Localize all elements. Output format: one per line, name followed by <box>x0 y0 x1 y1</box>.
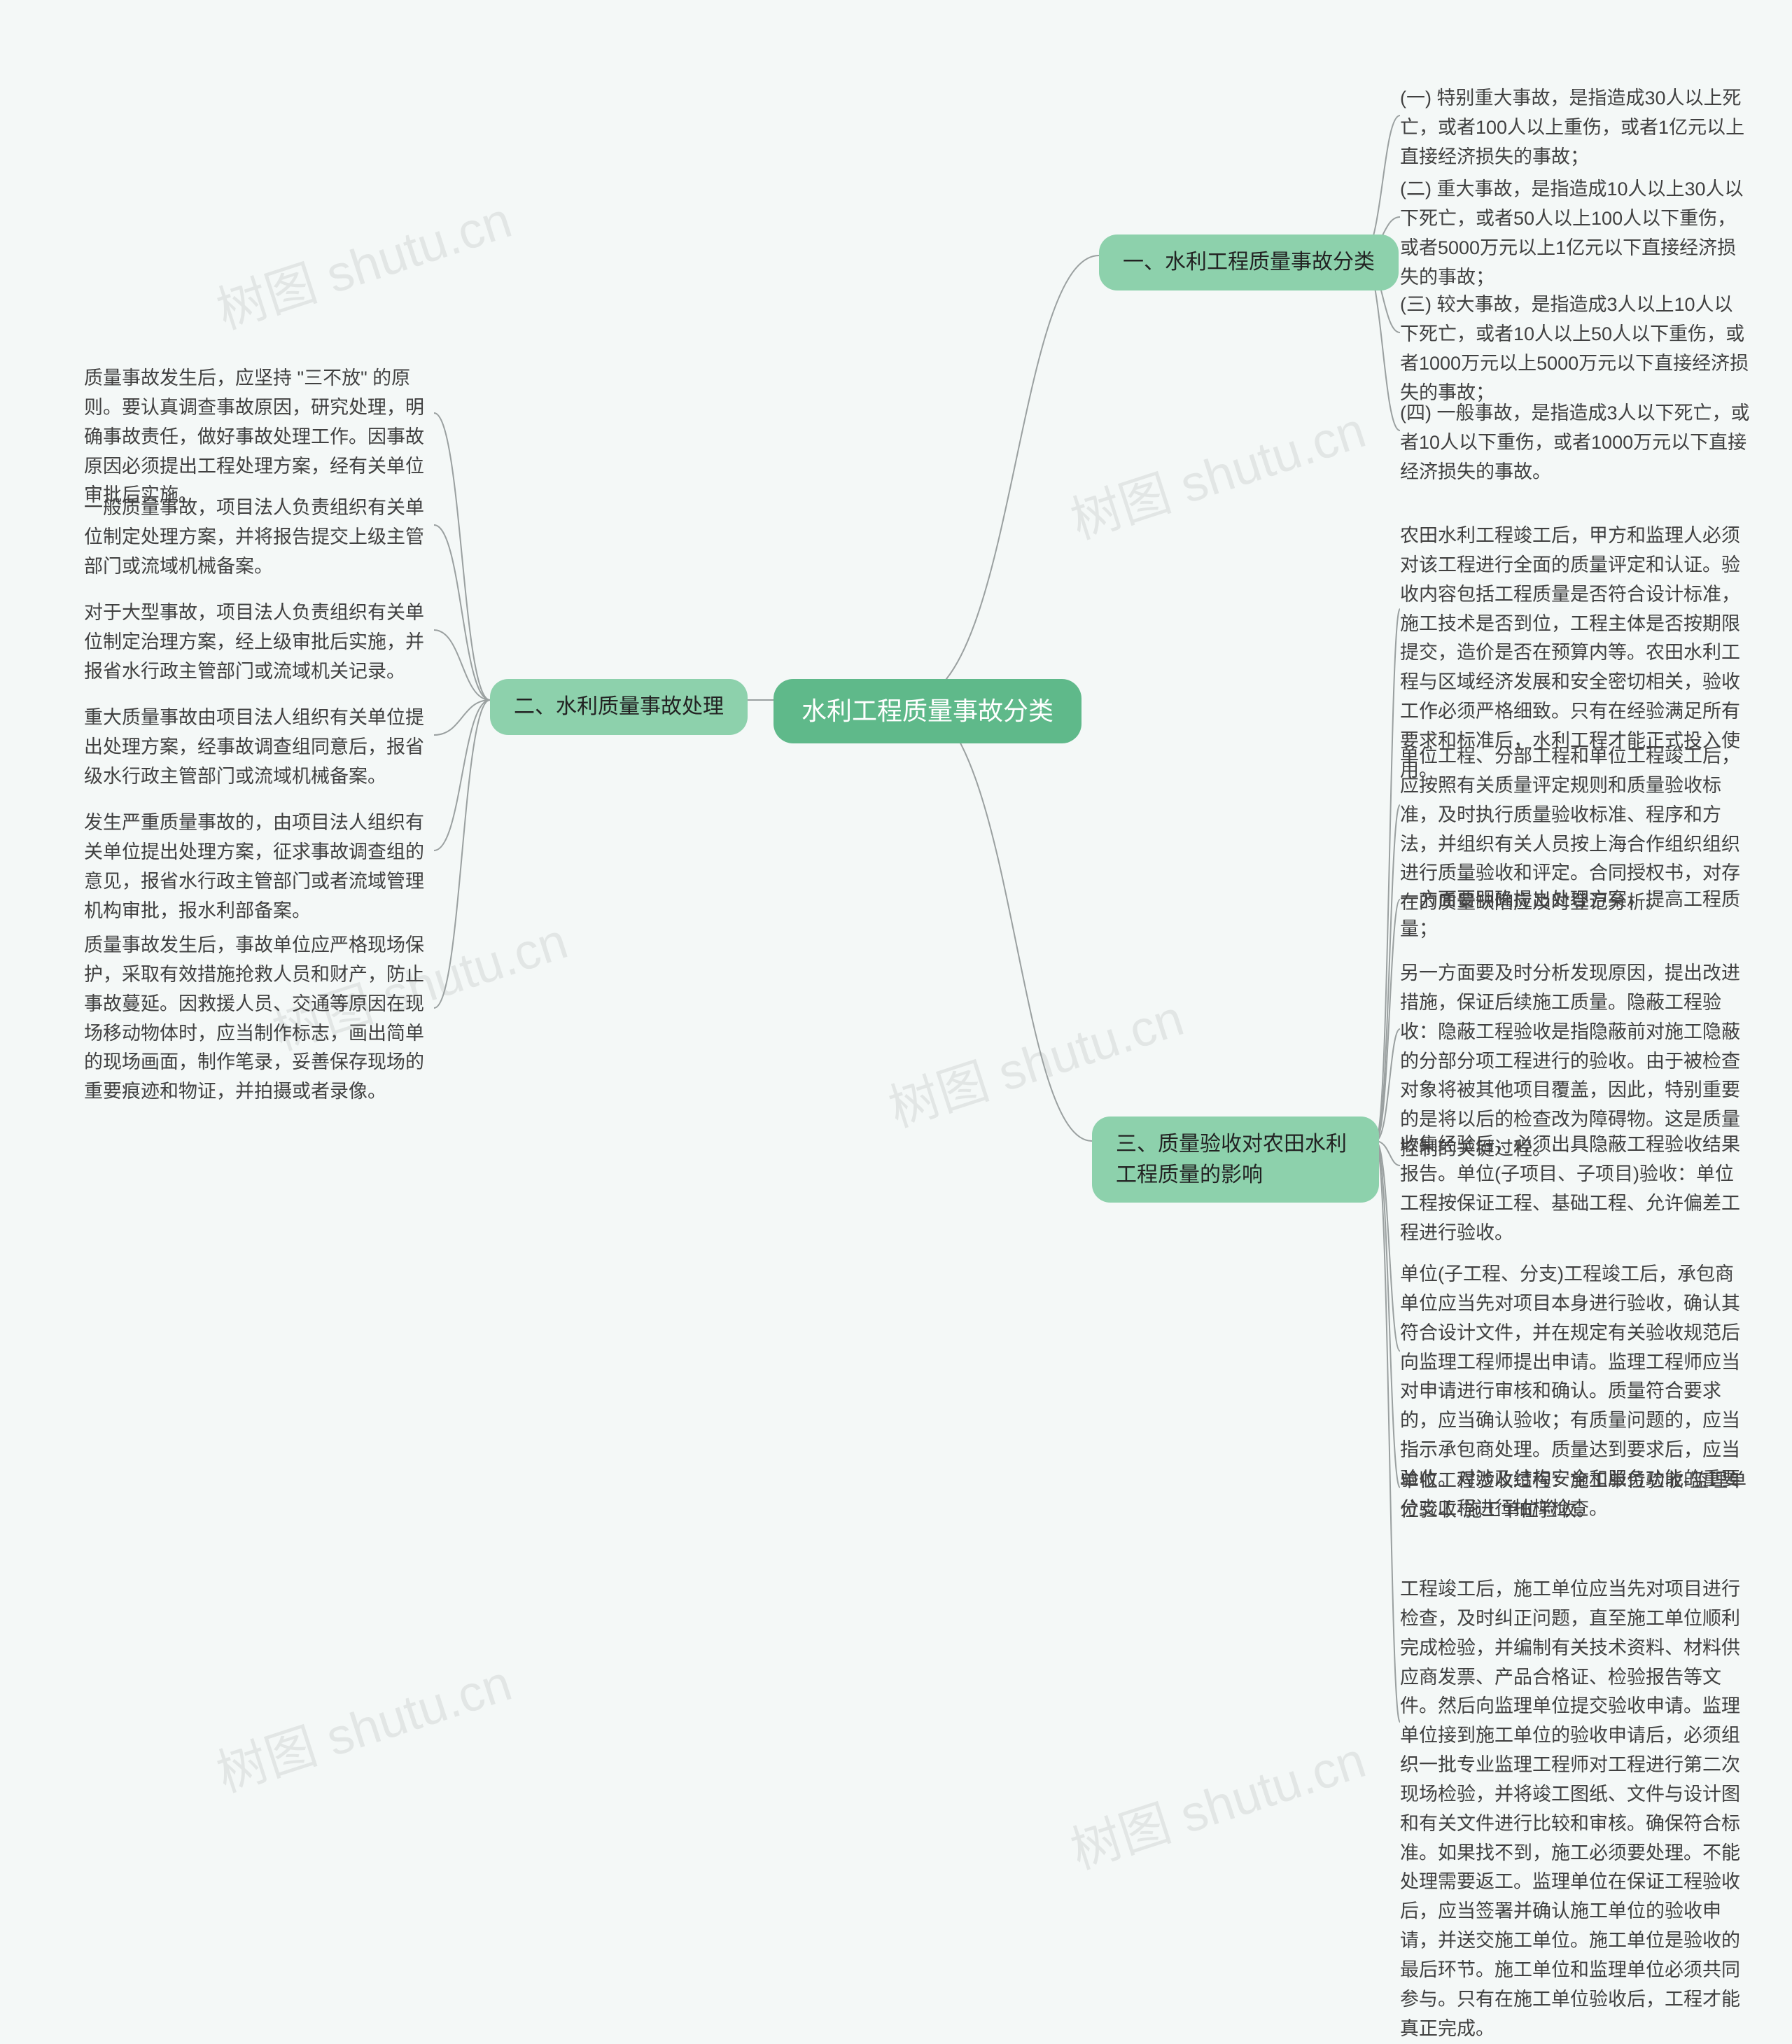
leaf-node: 一方面要明确提出处理方案，提高工程质量； <box>1400 886 1750 944</box>
leaf-node: 单位工程验收过程：施工单位验收-监理单位验收-施工单位验收。 <box>1400 1466 1750 1525</box>
leaf-text: (三) 较大事故，是指造成3人以上10人以下死亡，或者10人以上50人以下重伤，… <box>1400 294 1749 403</box>
branch-label: 三、质量验收对农田水利工程质量的影响 <box>1116 1133 1347 1186</box>
leaf-text: 质量事故发生后，应坚持 "三不放" 的原则。要认真调查事故原因，研究处理，明确事… <box>84 368 424 505</box>
leaf-text: 另一方面要及时分析发现原因，提出改进措施，保证后续施工质量。隐蔽工程验收：隐蔽工… <box>1400 962 1740 1159</box>
leaf-node: (四) 一般事故，是指造成3人以下死亡，或者10人以下重伤，或者1000万元以下… <box>1400 399 1750 487</box>
leaf-node: 工程竣工后，施工单位应当先对项目进行检查，及时纠正问题，直至施工单位顺利完成检验… <box>1400 1575 1750 2044</box>
leaf-text: (二) 重大事故，是指造成10人以上30人以下死亡，或者50人以上100人以下重… <box>1400 178 1744 288</box>
leaf-node: 质量事故发生后，事故单位应严格现场保护，采取有效措施抢救人员和财产，防止事故蔓延… <box>84 931 434 1107</box>
root-label: 水利工程质量事故分类 <box>802 696 1054 725</box>
leaf-text: (四) 一般事故，是指造成3人以下死亡，或者10人以下重伤，或者1000万元以下… <box>1400 402 1750 482</box>
leaf-node: (二) 重大事故，是指造成10人以上30人以下死亡，或者50人以上100人以下重… <box>1400 175 1750 292</box>
leaf-node: 一般质量事故，项目法人负责组织有关单位制定处理方案，并将报告提交上级主管部门或流… <box>84 493 434 582</box>
leaf-text: 工程竣工后，施工单位应当先对项目进行检查，及时纠正问题，直至施工单位顺利完成检验… <box>1400 1578 1740 2039</box>
leaf-text: 发生严重质量事故的，由项目法人组织有关单位提出处理方案，征求事故调查组的意见，报… <box>84 812 424 921</box>
branch-node-2[interactable]: 二、水利质量事故处理 <box>490 679 748 735</box>
leaf-text: (一) 特别重大事故，是指造成30人以上死亡，或者100人以上重伤，或者1亿元以… <box>1400 88 1744 167</box>
leaf-node: 质量事故发生后，应坚持 "三不放" 的原则。要认真调查事故原因，研究处理，明确事… <box>84 364 434 510</box>
leaf-text: 对于大型事故，项目法人负责组织有关单位制定治理方案，经上级审批后实施，并报省水行… <box>84 602 424 682</box>
leaf-text: 一方面要明确提出处理方案，提高工程质量； <box>1400 889 1740 939</box>
leaf-node: 发生严重质量事故的，由项目法人组织有关单位提出处理方案，征求事故调查组的意见，报… <box>84 808 434 925</box>
leaf-node: (一) 特别重大事故，是指造成30人以上死亡，或者100人以上重伤，或者1亿元以… <box>1400 84 1750 172</box>
leaf-text: 重大质量事故由项目法人组织有关单位提出处理方案，经事故调查组同意后，报省级水行政… <box>84 707 424 787</box>
watermark: 树图 shutu.cn <box>1060 388 1373 553</box>
watermark: 树图 shutu.cn <box>206 178 519 343</box>
leaf-node: (三) 较大事故，是指造成3人以上10人以下死亡，或者10人以上50人以下重伤，… <box>1400 290 1750 407</box>
leaf-text: 单位工程验收过程：施工单位验收-监理单位验收-施工单位验收。 <box>1400 1470 1746 1520</box>
leaf-text: 一般质量事故，项目法人负责组织有关单位制定处理方案，并将报告提交上级主管部门或流… <box>84 497 424 577</box>
branch-node-3[interactable]: 三、质量验收对农田水利工程质量的影响 <box>1092 1116 1379 1203</box>
branch-node-1[interactable]: 一、水利工程质量事故分类 <box>1099 234 1399 290</box>
mindmap-root[interactable]: 水利工程质量事故分类 <box>774 679 1082 743</box>
leaf-node: 重大质量事故由项目法人组织有关单位提出处理方案，经事故调查组同意后，报省级水行政… <box>84 704 434 792</box>
watermark: 树图 shutu.cn <box>1060 1718 1373 1883</box>
branch-label: 二、水利质量事故处理 <box>514 695 724 718</box>
leaf-text: 收集经验后，必须出具隐蔽工程验收结果报告。单位(子项目、子项目)验收：单位工程按… <box>1400 1134 1740 1243</box>
leaf-text: 质量事故发生后，事故单位应严格现场保护，采取有效措施抢救人员和财产，防止事故蔓延… <box>84 934 424 1102</box>
leaf-node: 对于大型事故，项目法人负责组织有关单位制定治理方案，经上级审批后实施，并报省水行… <box>84 598 434 687</box>
leaf-node: 收集经验后，必须出具隐蔽工程验收结果报告。单位(子项目、子项目)验收：单位工程按… <box>1400 1130 1750 1247</box>
watermark: 树图 shutu.cn <box>206 1642 519 1806</box>
branch-label: 一、水利工程质量事故分类 <box>1123 251 1375 274</box>
